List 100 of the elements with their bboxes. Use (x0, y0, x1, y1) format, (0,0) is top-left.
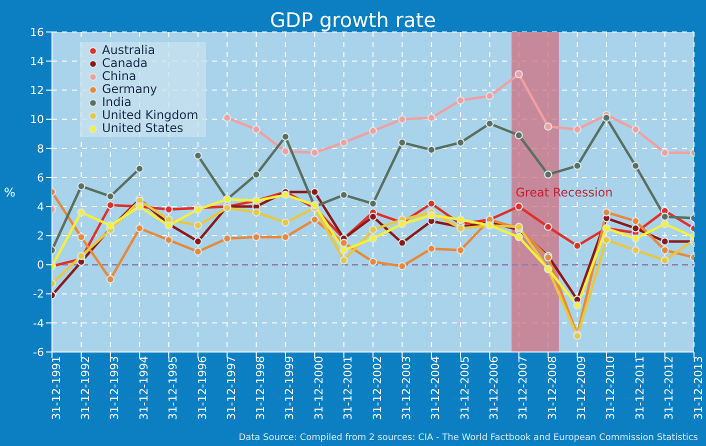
point (135, 224, 144, 232)
y-tick-label: 4 (37, 200, 44, 214)
x-tick-label: 31-12-2005 (458, 356, 472, 420)
point (486, 120, 494, 128)
point (427, 211, 436, 220)
point (368, 212, 378, 221)
y-tick-label: 8 (37, 142, 44, 156)
point (281, 132, 290, 141)
point (660, 212, 669, 221)
point (544, 222, 552, 232)
point (660, 256, 669, 264)
point (252, 208, 260, 216)
y-tick-label: -6 (33, 346, 44, 359)
point (368, 258, 378, 266)
point (632, 246, 640, 254)
point (340, 246, 348, 254)
point (368, 126, 378, 136)
point (660, 246, 669, 254)
point (602, 208, 611, 216)
x-tick-label: 31-12-2001 (342, 356, 355, 420)
y-tick-label: 0 (37, 258, 44, 272)
point (194, 237, 202, 246)
y-tick-label: 12 (30, 84, 44, 98)
point (194, 152, 202, 160)
point (398, 115, 406, 124)
point (427, 200, 436, 208)
legend-label: Canada (102, 56, 148, 70)
point (194, 248, 202, 256)
point (194, 221, 202, 230)
point (632, 125, 640, 134)
point (514, 232, 523, 242)
y-tick-label: -4 (33, 316, 44, 330)
point (310, 148, 319, 157)
x-tick-label: 31-12-1994 (137, 356, 150, 420)
point (573, 301, 582, 310)
point (660, 220, 669, 228)
point (660, 148, 669, 157)
point (281, 218, 290, 227)
point (77, 208, 86, 216)
x-tick-label: 31-12-1997 (224, 356, 238, 420)
point (281, 190, 290, 200)
y-tick-label: 2 (37, 230, 44, 243)
legend-label: Germany (102, 82, 158, 96)
y-tick-label: 16 (30, 26, 44, 39)
x-tick-label: 31-12-2013 (692, 356, 705, 420)
point (340, 190, 348, 200)
point (573, 162, 582, 170)
x-tick-label: 31-12-2009 (575, 356, 588, 420)
point (135, 164, 144, 173)
x-tick-label: 31-12-1995 (166, 356, 180, 420)
point (398, 262, 406, 270)
point (632, 216, 640, 226)
x-tick-label: 31-12-2002 (370, 356, 384, 420)
x-tick-label: 31-12-1993 (108, 356, 122, 420)
legend-label: United Kingdom (102, 108, 198, 122)
point (223, 114, 232, 122)
point (252, 125, 260, 134)
point (223, 234, 232, 243)
point (456, 246, 465, 254)
x-tick-label: 31-12-2007 (516, 356, 530, 420)
x-tick-label: 31-12-2011 (633, 356, 646, 420)
x-tick-label: 31-12-2008 (546, 356, 559, 420)
point (602, 114, 611, 122)
point (427, 146, 436, 154)
point (398, 238, 406, 248)
point (368, 234, 378, 243)
point (164, 205, 173, 214)
x-tick-label: 31-12-2006 (488, 356, 501, 420)
point (340, 238, 348, 248)
source-note: Data Source: Compiled from 2 sources: CIA - The World Factbook and European Commission Statistics (238, 433, 698, 443)
point (368, 200, 378, 208)
point (164, 236, 173, 244)
point (281, 232, 290, 242)
point (106, 200, 114, 210)
y-tick-label: -2 (33, 288, 44, 301)
chart-title: GDP growth rate (270, 8, 436, 32)
point (456, 138, 465, 147)
point (106, 221, 114, 230)
point (340, 256, 348, 264)
point (427, 244, 436, 253)
point (632, 162, 640, 170)
x-tick-label: 31-12-2003 (400, 356, 413, 420)
x-tick-label: 31-12-2012 (662, 356, 676, 420)
y-axis-title: % (4, 185, 16, 200)
y-tick-label: 10 (30, 113, 44, 126)
point (486, 92, 494, 100)
point (77, 232, 86, 242)
point (106, 192, 114, 200)
x-tick-label: 31-12-1998 (254, 356, 268, 420)
legend-label: United States (102, 121, 184, 135)
point (456, 96, 465, 104)
x-tick-label: 31-12-1999 (283, 356, 296, 420)
point (252, 232, 260, 242)
point (106, 275, 114, 284)
point (544, 122, 552, 131)
point (368, 226, 378, 234)
point (252, 170, 260, 179)
point (340, 138, 348, 147)
point (602, 236, 611, 244)
point (77, 182, 86, 190)
